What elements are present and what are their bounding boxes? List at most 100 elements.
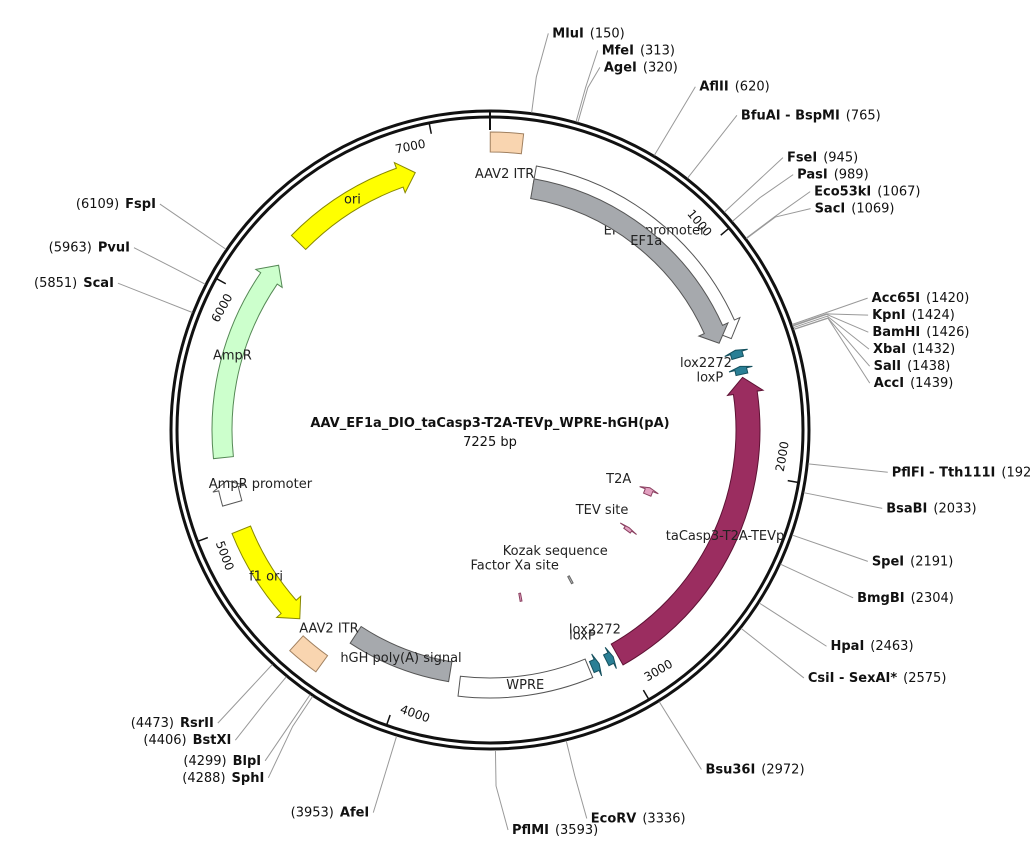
site-name: BsaBI xyxy=(886,501,927,516)
feature-arc xyxy=(610,376,765,666)
site-label: KpnI (1424) xyxy=(872,308,955,323)
tick-label: 2000 xyxy=(773,440,792,472)
site-group: MluI (150) MfeI (313)AgeI (320) AflII (620) Bfu… xyxy=(34,26,1030,838)
site-leader xyxy=(732,174,794,222)
site-name: XbaI xyxy=(873,342,906,357)
feature-label: f1 ori xyxy=(249,570,283,585)
site-position: (1928) xyxy=(1001,465,1030,480)
site-leader xyxy=(531,33,549,113)
feature-label: EF1a xyxy=(630,234,662,249)
site-name: SacI xyxy=(815,202,846,217)
site-name: AfeI xyxy=(340,806,369,821)
feature-label: AAV2 ITR xyxy=(299,621,358,636)
site-label: (4299) BlpI xyxy=(183,754,261,769)
site-position: (1439) xyxy=(910,376,953,391)
site-name: EcoRV xyxy=(591,811,637,826)
site-leader xyxy=(234,676,287,741)
site-leader xyxy=(267,696,314,779)
site-label: BmgBI (2304) xyxy=(857,591,954,606)
feature-label: AAV2 ITR xyxy=(475,167,534,182)
site-position: (2191) xyxy=(910,554,953,569)
tick-label: 6000 xyxy=(208,291,235,325)
site-leader xyxy=(117,282,193,313)
site-position: (1420) xyxy=(926,291,969,306)
site-position: (2463) xyxy=(870,639,913,654)
site-name: KpnI xyxy=(872,308,905,323)
site-position: (4473) xyxy=(131,716,174,731)
site-name: BlpI xyxy=(233,754,262,769)
site-position: (945) xyxy=(823,151,858,166)
site-position: (2972) xyxy=(761,763,804,778)
feature-arc xyxy=(639,486,659,497)
site-name: Bsu36I xyxy=(705,763,755,778)
site-label: PflFI - Tth111I (1928) xyxy=(892,465,1030,480)
site-leader xyxy=(687,114,738,179)
site-leader xyxy=(793,317,871,367)
site-name: SalI xyxy=(874,359,901,374)
site-label: XbaI (1432) xyxy=(873,342,955,357)
site-position: (5851) xyxy=(34,276,77,291)
site-label: BamHI (1426) xyxy=(872,325,969,340)
site-position: (1438) xyxy=(907,359,950,374)
tick-mark xyxy=(197,536,209,543)
feature-arc xyxy=(289,635,329,673)
site-label: (4473) RsrII xyxy=(131,716,214,731)
plasmid-size: 7225 bp xyxy=(463,435,517,450)
site-name: BamHI xyxy=(872,325,920,340)
site-name: PvuI xyxy=(98,241,130,256)
site-position: (1067) xyxy=(877,185,920,200)
site-position: (1426) xyxy=(926,325,969,340)
site-leader xyxy=(791,297,868,325)
site-leader xyxy=(577,67,601,123)
feature-label: loxP xyxy=(569,629,596,644)
feature-arc xyxy=(290,161,416,251)
site-name: AgeI xyxy=(604,60,637,75)
tick-label: 7000 xyxy=(394,137,427,157)
site-position: (5963) xyxy=(49,241,92,256)
site-position: (1424) xyxy=(912,308,955,323)
site-leader xyxy=(758,602,827,647)
site-label: AccI (1439) xyxy=(874,376,954,391)
tick-mark xyxy=(787,479,799,484)
site-label: EcoRV (3336) xyxy=(591,811,686,826)
feature-arc xyxy=(489,131,525,155)
site-position: (320) xyxy=(643,60,678,75)
site-leader xyxy=(792,534,868,562)
site-name: CsiI - SexAI* xyxy=(808,671,897,686)
site-leader xyxy=(264,694,311,762)
site-name: PflMI xyxy=(512,823,549,838)
site-leader xyxy=(793,315,870,350)
site-label: (5963) PvuI xyxy=(49,241,130,256)
feature-label: TEV site xyxy=(575,503,629,518)
site-label: SalI (1438) xyxy=(874,359,951,374)
site-name: Eco53kI xyxy=(814,185,871,200)
feature-label: lox2272 xyxy=(569,623,621,638)
site-position: (3953) xyxy=(291,806,334,821)
site-leader xyxy=(808,463,888,473)
site-name: RsrII xyxy=(180,716,214,731)
feature-label: loxP xyxy=(697,370,724,385)
site-label: Acc65I (1420) xyxy=(872,291,970,306)
site-name: HpaI xyxy=(831,639,865,654)
feature-arc xyxy=(724,348,748,361)
site-position: (4288) xyxy=(182,771,225,786)
site-label: (4406) BstXI xyxy=(143,733,231,748)
feature-arc xyxy=(231,525,302,620)
site-position: (6109) xyxy=(76,197,119,212)
feature-label: hGH poly(A) signal xyxy=(340,651,461,666)
site-label: BsaBI (2033) xyxy=(886,501,976,516)
tick-mark xyxy=(215,277,227,285)
site-label: Eco53kI (1067) xyxy=(814,185,920,200)
plasmid-title: AAV_EF1a_DIO_taCasp3-T2A-TEVp_WPRE-hGH(p… xyxy=(310,416,669,431)
site-leader xyxy=(658,701,702,770)
site-leader xyxy=(565,740,588,819)
site-label: AgeI (320) xyxy=(604,60,678,75)
site-name: Acc65I xyxy=(872,291,920,306)
site-position: (4299) xyxy=(183,754,226,769)
feature-arc xyxy=(588,653,603,677)
feature-label: WPRE xyxy=(506,678,544,693)
site-leader xyxy=(575,50,599,122)
site-label: Bsu36I (2972) xyxy=(705,763,804,778)
site-leader xyxy=(792,313,869,333)
feature-arc xyxy=(530,178,729,344)
